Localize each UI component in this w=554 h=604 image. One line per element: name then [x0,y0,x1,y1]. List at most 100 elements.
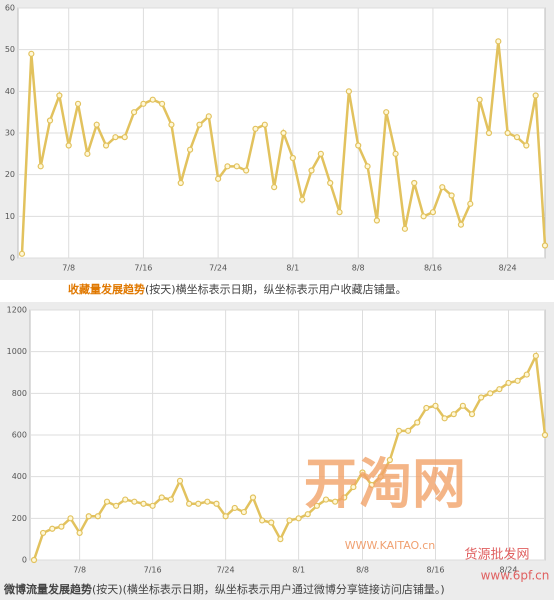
y-tick-label: 0 [10,254,15,263]
point [332,498,339,505]
y-tick-label: 0 [22,556,27,565]
point [392,150,399,157]
caption: 收藏量发展趋势(按天)横坐标表示日期，纵坐标表示用户收藏店铺量。 [68,282,407,296]
point [420,213,427,220]
point [177,179,184,187]
caption-text: (按天)横坐标表示日期，纵坐标表示用户收藏店铺量。 [145,282,407,296]
x-tick-label: 8/24 [500,566,518,575]
point [514,377,521,384]
point [102,142,110,149]
point [56,92,63,99]
point [336,209,343,216]
point [322,496,330,503]
point [364,163,371,170]
point [304,511,311,518]
point [168,121,175,128]
point [205,113,212,120]
point [196,121,203,128]
point [158,100,166,107]
point [377,473,384,480]
y-tick-label: 400 [12,472,27,481]
point [167,496,174,503]
y-tick-label: 50 [5,45,15,54]
x-tick-label: 8/24 [499,264,517,273]
point [457,221,465,228]
point [84,150,91,157]
x-tick-label: 8/1 [286,264,299,273]
point [414,419,421,426]
y-tick-label: 600 [12,431,27,440]
point [67,515,74,522]
point [289,154,296,162]
point [327,179,334,187]
x-tick-label: 7/16 [144,566,162,575]
point [186,500,193,507]
point [93,121,100,128]
point [359,469,366,476]
point [224,163,231,170]
point [448,192,455,199]
point [233,163,240,170]
y-tick-label: 10 [5,212,15,221]
point [240,508,247,516]
x-tick-label: 8/16 [427,566,445,575]
point [429,209,437,216]
point [140,100,147,107]
point [439,184,446,191]
watermark-site: WWW.KAITAO.cn [345,539,436,552]
point [30,556,38,564]
point [85,513,92,520]
x-tick-label: 8/8 [356,566,369,575]
x-tick-label: 7/8 [62,264,75,273]
caption: 微博流量发展趋势(按天)(横坐标表示日期，纵坐标表示用户通过微博分享链接访问店铺… [3,582,445,596]
point [58,523,65,530]
point [496,386,503,393]
point [243,167,250,174]
y-tick-label: 1000 [7,347,27,356]
point [195,500,202,507]
point [485,129,493,137]
point [467,200,474,207]
point [504,129,511,137]
point [350,483,357,491]
point [513,134,521,141]
point [76,529,83,537]
point [313,502,320,509]
point [121,134,128,141]
x-tick-label: 8/8 [352,264,365,273]
point [532,352,539,359]
point [28,50,35,57]
point [280,129,287,137]
point [261,121,268,128]
point [37,163,44,170]
point [259,517,266,524]
point [487,390,494,397]
point [405,427,412,434]
point [523,142,530,149]
point [103,498,111,505]
point [383,109,390,116]
caption-title: 收藏量发展趋势 [68,282,145,296]
y-tick-label: 30 [5,129,15,138]
point [368,481,375,489]
y-tick-label: 40 [5,87,15,96]
point [74,100,82,107]
point [113,502,120,509]
point [386,456,393,464]
point [222,513,229,520]
point [40,529,47,537]
point [130,109,138,116]
point [131,498,138,505]
point [441,415,448,422]
point [49,525,56,532]
point [373,217,380,224]
point [18,250,26,257]
x-tick-label: 7/16 [134,264,152,273]
point [112,134,119,141]
point [432,402,439,409]
point [268,519,275,526]
caption-title: 微博流量发展趋势 [3,582,92,596]
watermark-tagline: 货源批发网 [464,547,529,563]
point [495,38,502,45]
point [523,371,530,378]
